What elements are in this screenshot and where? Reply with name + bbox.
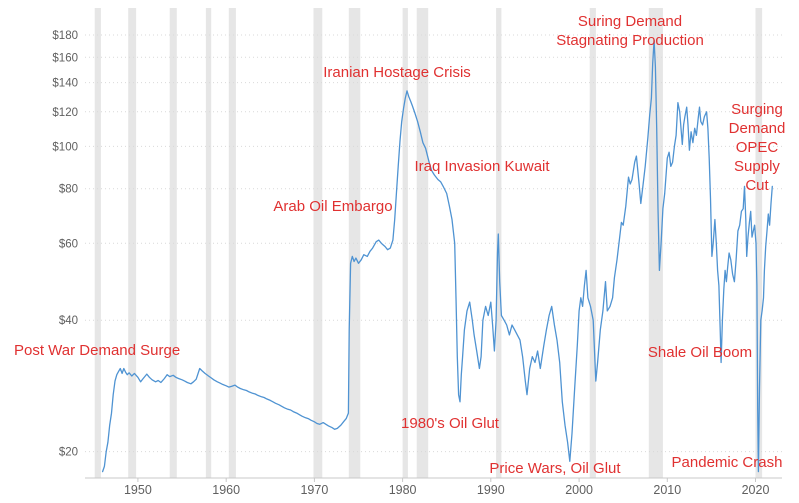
x-axis-label: 2020 (742, 483, 770, 497)
y-axis-label: $80 (59, 184, 78, 196)
y-axis-label: $180 (52, 30, 78, 42)
recession-band (755, 8, 763, 478)
recession-band (648, 8, 663, 478)
y-axis-label: $20 (59, 447, 78, 459)
price-line (101, 39, 773, 473)
x-axis-label: 2010 (653, 483, 681, 497)
y-axis-label: $120 (52, 107, 78, 119)
x-axis-label: 1950 (124, 483, 152, 497)
y-axis-label: $140 (52, 78, 78, 90)
recession-band (205, 8, 212, 478)
x-axis-label: 1970 (300, 483, 328, 497)
x-axis-label: 1960 (212, 483, 240, 497)
y-axis-label: $60 (59, 238, 78, 250)
recession-band (416, 8, 429, 478)
x-axis-label: 2000 (565, 483, 593, 497)
recession-band (348, 8, 361, 478)
x-axis-label: 1980 (389, 483, 417, 497)
recession-band (589, 8, 596, 478)
y-axis-label: $100 (52, 141, 78, 153)
x-axis-label: 1990 (477, 483, 505, 497)
y-axis-label: $160 (52, 52, 78, 64)
y-axis-label: $40 (59, 315, 78, 327)
recession-band (128, 8, 137, 478)
recession-band (228, 8, 236, 478)
